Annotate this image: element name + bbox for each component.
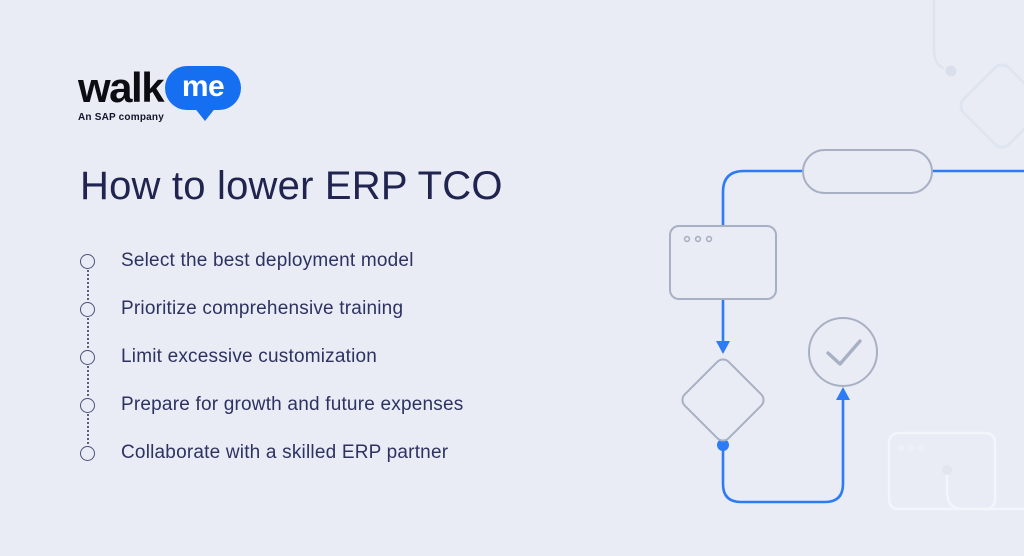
browser-window-node bbox=[669, 225, 777, 300]
tips-list: Select the best deployment model Priorit… bbox=[80, 237, 600, 477]
logo-me-text: me bbox=[181, 70, 225, 103]
circle-bullet-icon bbox=[80, 253, 95, 269]
checkmark-icon bbox=[826, 339, 862, 366]
window-dot-icon bbox=[683, 235, 691, 243]
arrow-down-icon bbox=[716, 341, 730, 354]
pill-node bbox=[802, 149, 933, 194]
list-item: Prioritize comprehensive training bbox=[80, 285, 600, 333]
circle-bullet-icon bbox=[80, 349, 95, 365]
list-item-label: Prioritize comprehensive training bbox=[121, 298, 404, 319]
list-item-label: Select the best deployment model bbox=[121, 250, 414, 271]
flow-dot bbox=[717, 439, 729, 451]
check-circle-node bbox=[808, 317, 878, 387]
list-item: Limit excessive customization bbox=[80, 333, 600, 381]
list-item: Prepare for growth and future expenses bbox=[80, 381, 600, 429]
list-item: Select the best deployment model bbox=[80, 237, 600, 285]
window-dot-icon bbox=[694, 235, 702, 243]
deco-line-top-right bbox=[932, 0, 957, 77]
walkme-logo: walk me An SAP company bbox=[78, 64, 242, 123]
list-item-label: Prepare for growth and future expenses bbox=[121, 394, 464, 415]
logo-tagline: An SAP company bbox=[78, 112, 164, 123]
arrow-up-icon bbox=[836, 387, 850, 400]
window-dot-icon bbox=[705, 235, 713, 243]
decision-diamond-node bbox=[681, 358, 765, 442]
deco-window-icon bbox=[887, 431, 1024, 511]
deco-diamond-icon bbox=[959, 63, 1024, 149]
list-item: Collaborate with a skilled ERP partner bbox=[80, 429, 600, 477]
circle-bullet-icon bbox=[80, 397, 95, 413]
speech-bubble-tail bbox=[193, 106, 218, 121]
logo-walk-text: walk bbox=[78, 64, 165, 111]
flow-connector-top bbox=[716, 169, 1024, 354]
circle-bullet-icon bbox=[80, 301, 95, 317]
page-title: How to lower ERP TCO bbox=[80, 164, 503, 208]
list-item-label: Limit excessive customization bbox=[121, 346, 378, 367]
flow-connector-bottom bbox=[717, 387, 850, 504]
logo-speech-bubble: me bbox=[165, 66, 242, 121]
list-item-label: Collaborate with a skilled ERP partner bbox=[121, 442, 449, 463]
circle-bullet-icon bbox=[80, 445, 95, 461]
